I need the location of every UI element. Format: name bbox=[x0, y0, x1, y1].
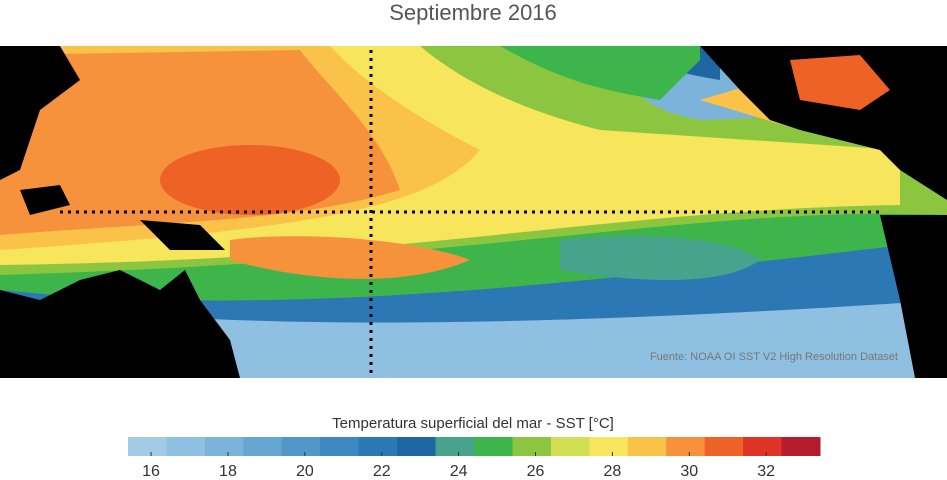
colorbar-tick-label: 26 bbox=[527, 463, 545, 480]
colorbar-cell bbox=[743, 437, 783, 456]
colorbar-tick-label: 28 bbox=[604, 463, 622, 480]
colorbar-cell bbox=[512, 437, 552, 456]
colorbar-cell bbox=[781, 437, 821, 456]
colorbar-cell bbox=[320, 437, 360, 456]
colorbar-tick-label: 20 bbox=[296, 463, 314, 480]
colorbar-cell bbox=[128, 437, 167, 456]
colorbar-cell bbox=[166, 437, 206, 456]
colorbar-cell bbox=[435, 437, 475, 456]
colorbar-cell bbox=[704, 437, 744, 456]
colorbar-cell bbox=[666, 437, 706, 456]
colorbar-cell bbox=[358, 437, 398, 456]
title: Septiembre 2016 bbox=[389, 0, 557, 25]
colorbar-label: Temperatura superficial del mar - SST [°… bbox=[332, 415, 614, 432]
colorbar-cell bbox=[281, 437, 321, 456]
colorbar-cell bbox=[627, 437, 667, 456]
colorbar-tick-label: 22 bbox=[373, 463, 391, 480]
colorbar-cell bbox=[550, 437, 590, 456]
colorbar-tick-label: 16 bbox=[142, 463, 160, 480]
colorbar-cell bbox=[243, 437, 283, 456]
colorbar-tick-label: 18 bbox=[219, 463, 237, 480]
colorbar-cell bbox=[474, 437, 513, 456]
colorbar: 16 18 20 22 24 26 28 30 32 bbox=[128, 437, 821, 480]
map: Fuente: NOAA OI SST V2 High Resolution D… bbox=[0, 46, 947, 378]
source: Fuente: NOAA OI SST V2 High Resolution D… bbox=[650, 351, 898, 363]
colorbar-tick-label: 30 bbox=[680, 463, 698, 480]
colorbar-tick-label: 24 bbox=[450, 463, 468, 480]
colorbar-cell bbox=[589, 437, 629, 456]
colorbar-cell bbox=[397, 437, 437, 456]
colorbar-tick-label: 32 bbox=[757, 463, 775, 480]
colorbar-cell bbox=[204, 437, 244, 456]
